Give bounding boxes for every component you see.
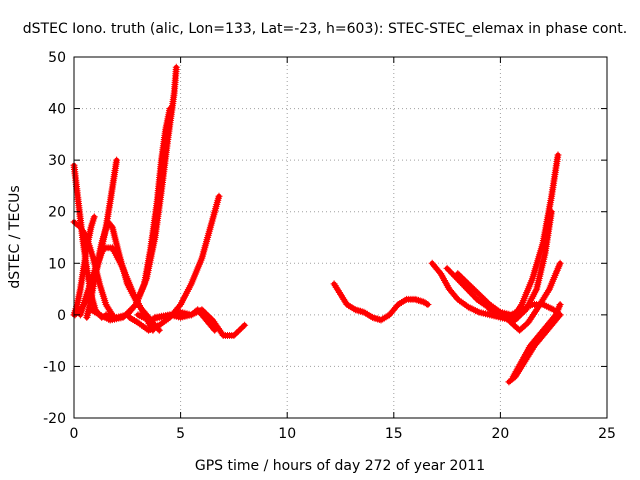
data-series-trace — [134, 306, 219, 334]
x-tick-label: 10 — [278, 426, 296, 442]
plus-markers — [428, 151, 562, 324]
data-series-trace — [70, 213, 98, 319]
y-tick-label: 10 — [48, 256, 66, 272]
x-tick-label: 25 — [598, 426, 616, 442]
plus-markers — [134, 306, 219, 334]
data-series-trace — [83, 218, 163, 334]
y-axis-label: dSTEC / TECUs — [7, 185, 23, 288]
axis-ticks: 0 5 10 15 20 25 -20 -10 0 10 20 30 40 50 — [43, 50, 616, 442]
plus-markers — [330, 280, 432, 324]
data-series-trace — [486, 301, 564, 319]
x-axis-label: GPS time / hours of day 272 of year 2011 — [195, 458, 485, 474]
data-series-trace — [125, 192, 223, 334]
plus-markers — [125, 192, 223, 334]
x-tick-label: 20 — [491, 426, 509, 442]
data-series-trace — [428, 151, 562, 324]
data-series-trace — [102, 105, 174, 321]
y-tick-label: 0 — [57, 308, 66, 324]
data-series-trace — [330, 280, 432, 324]
x-tick-label: 5 — [176, 426, 185, 442]
y-tick-label: -10 — [43, 359, 66, 375]
plus-markers — [486, 301, 564, 319]
y-tick-label: -20 — [43, 411, 66, 427]
series-band — [331, 281, 431, 323]
x-tick-label: 15 — [385, 426, 403, 442]
y-tick-label: 40 — [48, 102, 66, 118]
y-tick-label: 30 — [48, 153, 66, 169]
chart-title: dSTEC Iono. truth (alic, Lon=133, Lat=-2… — [23, 21, 627, 37]
plus-markers — [102, 105, 174, 321]
x-tick-label: 0 — [70, 426, 79, 442]
y-tick-label: 50 — [48, 50, 66, 66]
plot-frame — [73, 56, 608, 419]
plus-markers — [509, 301, 564, 381]
data-series-trace — [509, 301, 564, 381]
y-tick-label: 20 — [48, 205, 66, 221]
data-series-trace — [443, 208, 556, 324]
data-series — [70, 63, 564, 386]
plus-markers — [83, 218, 163, 334]
